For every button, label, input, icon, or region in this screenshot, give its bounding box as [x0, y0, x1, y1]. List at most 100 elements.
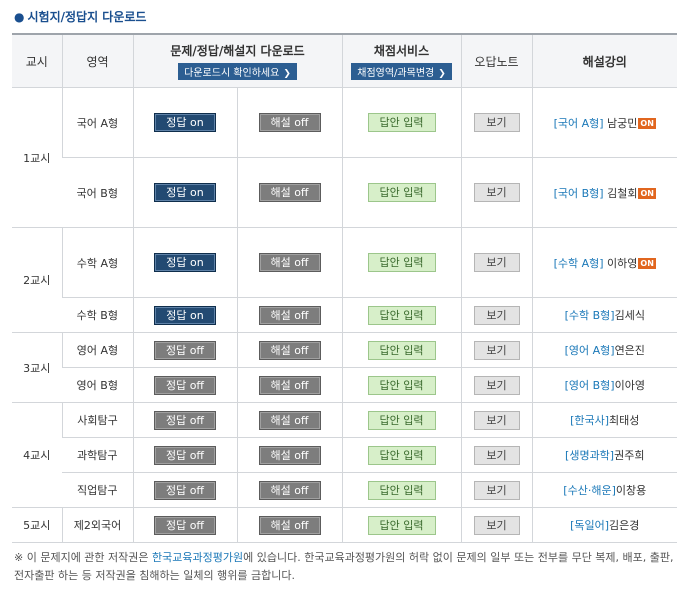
explanation-download-button[interactable]: 해설 off: [258, 410, 321, 430]
lecture-link[interactable]: [수산·해운]: [563, 484, 616, 497]
explain-cell: 해설 off: [236, 87, 343, 158]
answer-input-button[interactable]: 답안 입력: [367, 113, 436, 132]
download-table: 교시 영역 문제/정답/해설지 다운로드 다운로드시 확인하세요 ❯ 채점서비스 …: [12, 33, 678, 543]
table-row: 영어 B형 정답 off 해설 off 답안 입력 보기 [영어 B형]이아영: [12, 367, 678, 403]
answer-download-button[interactable]: 정답 off: [154, 340, 216, 360]
lecture-link[interactable]: [한국사]: [570, 414, 610, 427]
lecture-on-badge[interactable]: ON: [638, 188, 656, 199]
answer-input-button[interactable]: 답안 입력: [367, 183, 436, 202]
answer-download-button[interactable]: 정답 off: [154, 480, 216, 500]
view-button[interactable]: 보기: [473, 183, 520, 202]
wrong-note-cell: 보기: [460, 157, 533, 228]
chevron-right-icon: ❯: [283, 69, 291, 79]
lecture-link[interactable]: [영어 B형]: [564, 379, 615, 392]
explain-cell: 해설 off: [236, 402, 343, 438]
copyright-notice: ※ 이 문제지에 관한 저작권은 한국교육과정평가원에 있습니다. 한국교육과정…: [14, 551, 674, 582]
answer-cell: 정답 on: [132, 297, 237, 333]
lecture-on-badge[interactable]: ON: [638, 258, 656, 269]
bullet-icon: ●: [14, 10, 25, 24]
explanation-download-button[interactable]: 해설 off: [258, 445, 321, 465]
view-button[interactable]: 보기: [473, 445, 520, 465]
area-cell: 제2외국어: [61, 507, 133, 543]
lecture-link[interactable]: [국어 A형]: [553, 116, 604, 130]
explain-cell: 해설 off: [236, 297, 343, 333]
lecture-cell: [영어 A형]연은진: [531, 332, 678, 368]
answer-input-button[interactable]: 답안 입력: [367, 340, 436, 360]
explain-cell: 해설 off: [236, 332, 343, 368]
answer-cell: 정답 on: [132, 227, 237, 298]
answer-download-button[interactable]: 정답 on: [154, 253, 216, 272]
lecture-cell: [한국사]최태성: [531, 402, 678, 438]
explain-cell: 해설 off: [236, 367, 343, 403]
scoring-cell: 답안 입력: [341, 367, 462, 403]
lecture-cell: [생명과학]권주희: [531, 437, 678, 473]
answer-cell: 정답 on: [132, 157, 237, 228]
wrong-note-cell: 보기: [460, 507, 533, 543]
explain-cell: 해설 off: [236, 157, 343, 228]
download-notice-button[interactable]: 다운로드시 확인하세요 ❯: [178, 63, 297, 80]
answer-input-button[interactable]: 답안 입력: [367, 305, 436, 325]
answer-download-button[interactable]: 정답 on: [154, 113, 216, 132]
explanation-download-button[interactable]: 해설 off: [258, 375, 321, 395]
lecture-on-badge[interactable]: ON: [638, 118, 656, 129]
answer-input-button[interactable]: 답안 입력: [367, 445, 436, 465]
copyright-holder-link[interactable]: 한국교육과정평가원: [152, 551, 244, 564]
table-row: 5교시 제2외국어 정답 off 해설 off 답안 입력 보기 [독일어]김은경: [12, 507, 678, 543]
wrong-note-cell: 보기: [460, 367, 533, 403]
answer-download-button[interactable]: 정답 off: [154, 410, 216, 430]
view-button[interactable]: 보기: [473, 515, 520, 535]
area-cell: 국어 B형: [62, 157, 133, 228]
scoring-cell: 답안 입력: [341, 332, 462, 368]
lecture-link[interactable]: [수학 B형]: [564, 309, 615, 322]
view-button[interactable]: 보기: [473, 253, 520, 272]
view-button[interactable]: 보기: [473, 340, 520, 360]
explanation-download-button[interactable]: 해설 off: [258, 340, 321, 360]
lecturer-name: 김세식: [614, 309, 645, 322]
explanation-download-button[interactable]: 해설 off: [258, 480, 321, 500]
period-cell: 5교시: [12, 507, 62, 543]
answer-input-button[interactable]: 답안 입력: [367, 515, 436, 535]
answer-cell: 정답 off: [132, 507, 237, 543]
answer-input-button[interactable]: 답안 입력: [367, 410, 436, 430]
period-cell: 2교시: [12, 227, 62, 333]
answer-download-button[interactable]: 정답 off: [154, 445, 216, 465]
wrong-note-cell: 보기: [460, 87, 533, 158]
scoring-cell: 답안 입력: [341, 437, 462, 473]
view-button[interactable]: 보기: [473, 375, 520, 395]
view-button[interactable]: 보기: [473, 480, 520, 500]
header-area: 영역: [61, 34, 133, 88]
lecturer-name: 이아영: [614, 379, 645, 392]
answer-download-button[interactable]: 정답 on: [154, 305, 216, 325]
view-button[interactable]: 보기: [473, 113, 520, 132]
answer-download-button[interactable]: 정답 off: [154, 375, 216, 395]
lecturer-name: 김철회: [603, 186, 638, 200]
lecture-link[interactable]: [국어 B형]: [553, 186, 604, 200]
answer-cell: 정답 on: [132, 87, 237, 158]
answer-cell: 정답 off: [132, 367, 237, 403]
area-cell: 영어 B형: [62, 367, 133, 403]
answer-input-button[interactable]: 답안 입력: [367, 253, 436, 272]
wrong-note-cell: 보기: [460, 402, 533, 438]
lecture-link[interactable]: [독일어]: [570, 519, 610, 532]
header-scoring: 채점서비스 채점영역/과목변경 ❯: [341, 34, 462, 88]
view-button[interactable]: 보기: [473, 410, 520, 430]
lecture-link[interactable]: [생명과학]: [565, 449, 615, 462]
table-row: 국어 B형 정답 on 해설 off 답안 입력 보기 [국어 B형] 김철회 ON: [12, 157, 678, 228]
explanation-download-button[interactable]: 해설 off: [258, 253, 321, 272]
area-cell: 국어 A형: [61, 87, 133, 158]
explanation-download-button[interactable]: 해설 off: [258, 515, 321, 535]
lecture-link[interactable]: [영어 A형]: [564, 344, 615, 357]
explanation-download-button[interactable]: 해설 off: [258, 113, 321, 132]
scoring-change-button[interactable]: 채점영역/과목변경 ❯: [351, 63, 452, 80]
answer-input-button[interactable]: 답안 입력: [367, 480, 436, 500]
answer-cell: 정답 off: [132, 402, 237, 438]
explanation-download-button[interactable]: 해설 off: [258, 305, 321, 325]
answer-download-button[interactable]: 정답 on: [154, 183, 216, 202]
answer-input-button[interactable]: 답안 입력: [367, 375, 436, 395]
answer-download-button[interactable]: 정답 off: [154, 515, 216, 535]
view-button[interactable]: 보기: [473, 305, 520, 325]
lecture-link[interactable]: [수학 A형]: [553, 256, 604, 270]
header-lecture: 해설강의: [531, 34, 678, 88]
explanation-download-button[interactable]: 해설 off: [258, 183, 321, 202]
table-row: 3교시 영어 A형 정답 off 해설 off 답안 입력 보기 [영어 A형]연은진: [12, 332, 678, 403]
